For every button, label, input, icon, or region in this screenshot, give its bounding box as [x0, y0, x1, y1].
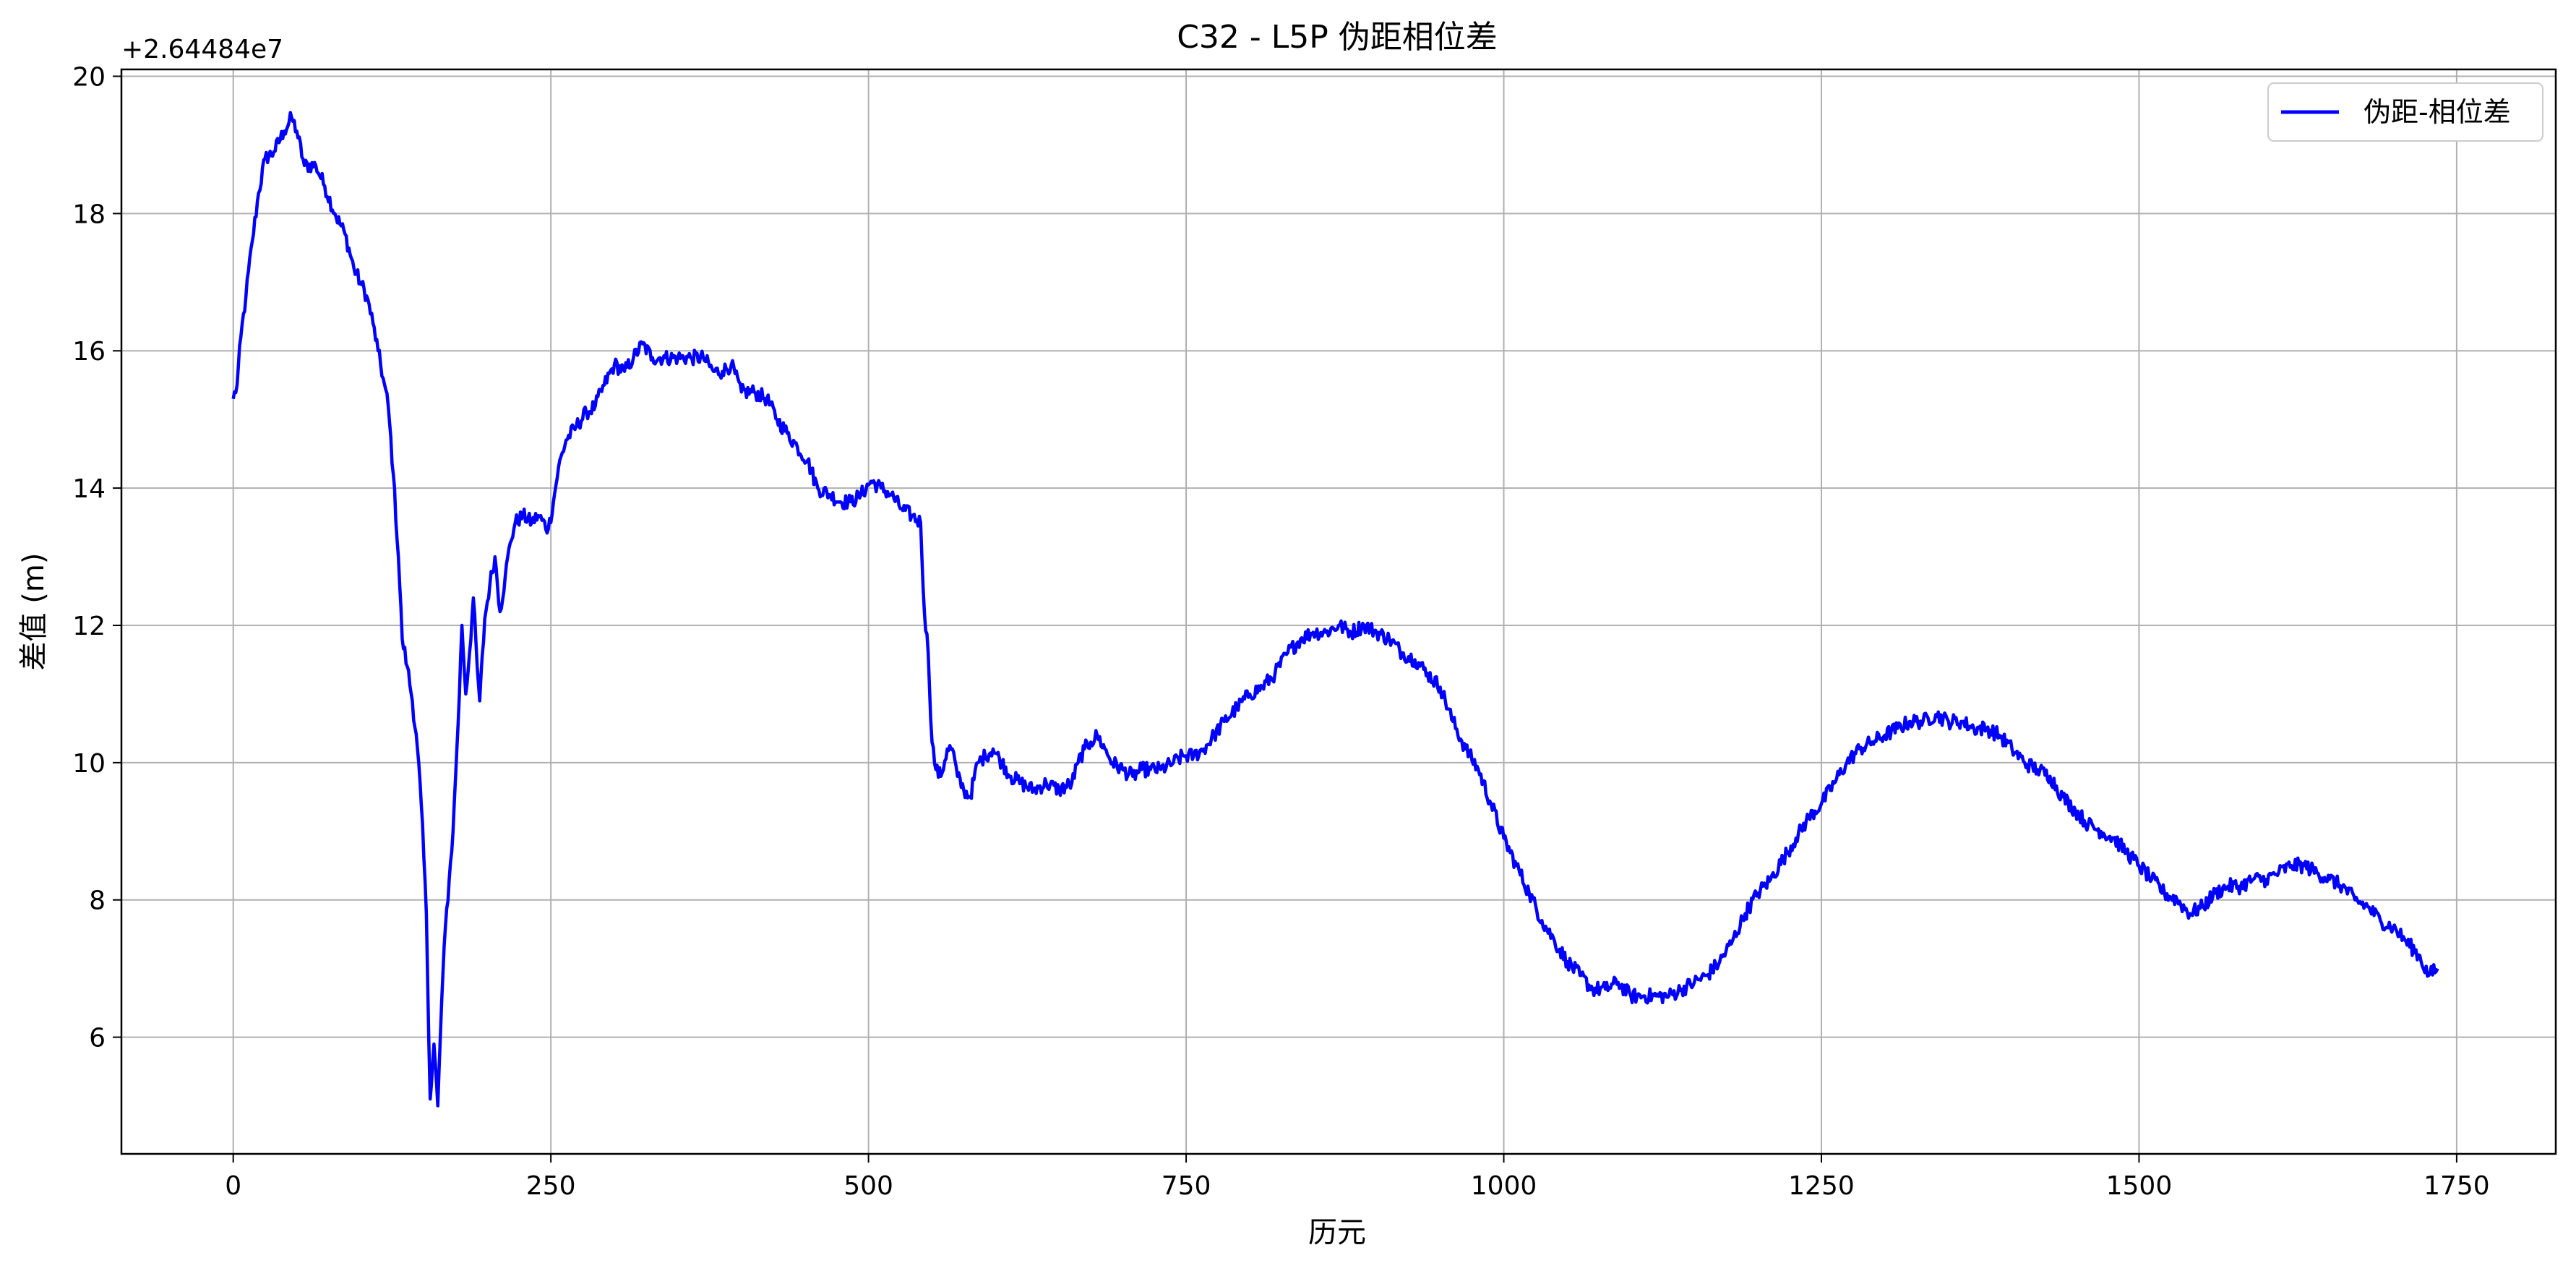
grid: [121, 69, 2556, 1154]
x-tick-label: 500: [843, 1171, 893, 1201]
legend: 伪距-相位差: [2267, 82, 2543, 142]
y-axis-offset-label: +2.64484e7: [121, 35, 283, 64]
series-line: [231, 111, 2439, 1108]
axis-ticks: 0 250 500 750 1000 1250 1500 1750 6 8 10 12 14 16 18 20: [72, 62, 2490, 1201]
plot-area: [120, 68, 2557, 1155]
y-axis-label: 差值 (m): [17, 553, 51, 671]
y-tick-label: 12: [72, 612, 106, 641]
chart-title: C32 - L5P 伪距相位差: [1177, 19, 1498, 56]
y-tick-label: 10: [72, 749, 106, 779]
x-tick-label: 250: [526, 1171, 576, 1201]
y-tick-label: 8: [89, 886, 106, 916]
legend-box: [2267, 82, 2543, 142]
x-axis-label: 历元: [1308, 1216, 1366, 1249]
x-tick-label: 1750: [2423, 1171, 2490, 1201]
y-tick-label: 14: [72, 474, 106, 504]
x-tick-label: 1250: [1788, 1171, 1855, 1201]
x-tick-label: 0: [225, 1171, 241, 1201]
x-tick-label: 750: [1162, 1171, 1211, 1201]
x-tick-label: 1500: [2106, 1171, 2173, 1201]
legend-label: 伪距-相位差: [2364, 96, 2511, 128]
x-tick-label: 1000: [1471, 1171, 1537, 1201]
y-tick-label: 16: [72, 337, 106, 367]
series-layer: [231, 111, 2439, 1108]
y-tick-label: 18: [72, 200, 106, 229]
y-tick-label: 6: [89, 1024, 106, 1053]
y-tick-label: 20: [72, 62, 106, 92]
